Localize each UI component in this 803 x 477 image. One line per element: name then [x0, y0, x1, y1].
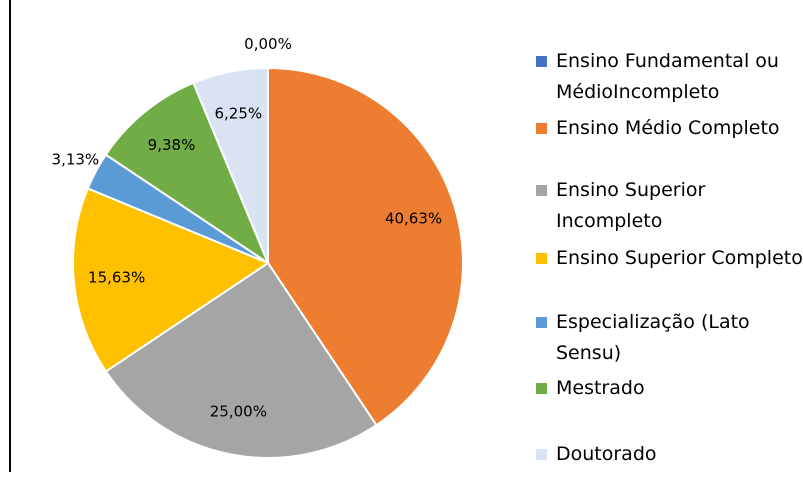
legend-label: Ensino Superior Completo: [556, 247, 803, 269]
data-label: 6,25%: [215, 104, 263, 122]
legend-swatch: [536, 123, 547, 134]
pie-slice: [104, 81, 271, 266]
legend-item: Especialização (Lato Sensu): [536, 307, 803, 369]
data-label: 40,63%: [385, 209, 442, 227]
legend-label: Ensino Superior Incompleto: [556, 179, 706, 232]
legend-swatch: [536, 253, 547, 264]
legend-item: Ensino Superior Incompleto: [536, 175, 803, 237]
data-label: 15,63%: [88, 268, 145, 286]
legend-item: Ensino Médio Completo: [536, 113, 803, 144]
data-label: 3,13%: [52, 151, 100, 169]
legend-item: Ensino Superior Completo: [536, 243, 803, 274]
legend-label: Mestrado: [556, 377, 645, 399]
legend-label: Ensino Fundamental ou MédioIncompleto: [556, 50, 779, 103]
pie-slice: [192, 66, 269, 264]
legend-swatch: [536, 56, 547, 67]
pie-slice: [104, 261, 378, 459]
legend-item: Ensino Fundamental ou MédioIncompleto: [536, 46, 803, 108]
legend-swatch: [536, 317, 547, 328]
legend-label: Doutorado: [556, 443, 657, 465]
pie-slice: [72, 187, 271, 373]
legend-item: Mestrado: [536, 373, 803, 404]
data-label: 0,00%: [244, 35, 292, 53]
legend-label: Ensino Médio Completo: [556, 117, 780, 139]
legend-swatch: [536, 185, 547, 196]
data-label: 9,38%: [148, 136, 196, 154]
legend-label: Especialização (Lato Sensu): [556, 311, 750, 364]
legend-swatch: [536, 383, 547, 394]
data-label: 25,00%: [210, 403, 267, 421]
legend-item: Doutorado: [536, 439, 803, 470]
legend-swatch: [536, 449, 547, 460]
